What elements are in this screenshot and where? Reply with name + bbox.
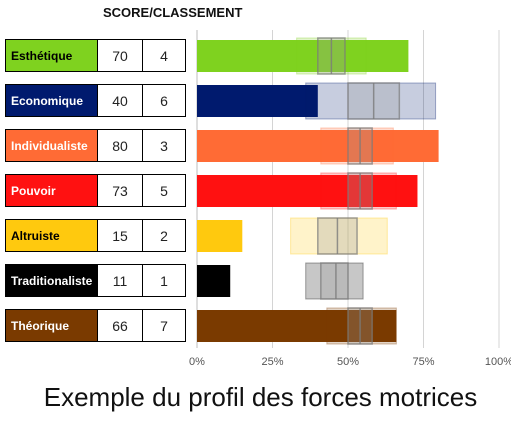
bar (197, 175, 418, 207)
row-rank: 1 (160, 272, 168, 289)
row-label: Individualiste (6, 130, 98, 161)
row-rank: 6 (160, 92, 168, 109)
table-row: Traditionaliste 11 1 (5, 264, 186, 297)
row-label: Théorique (6, 310, 98, 341)
row-score: 40 (98, 85, 143, 116)
table-row: Pouvoir 73 5 (5, 174, 186, 207)
row-label: Pouvoir (6, 175, 98, 206)
x-tick-label: 75% (412, 356, 434, 368)
figure-caption: Exemple du profil des forces motrices (43, 382, 478, 412)
bar (197, 130, 439, 162)
table-row: Esthétique 70 4 (5, 39, 186, 72)
row-score: 66 (98, 310, 143, 341)
row-rank: 7 (160, 317, 168, 334)
row-score: 80 (98, 130, 143, 161)
bar (197, 265, 231, 297)
row-rank: 2 (160, 227, 168, 244)
row-score: 11 (98, 265, 143, 296)
x-tick-label: 25% (261, 356, 283, 368)
x-tick-label: 0% (189, 356, 205, 368)
row-score: 15 (98, 220, 143, 251)
score-classement-header: SCORE/CLASSEMENT (103, 5, 243, 20)
range-band (320, 127, 394, 165)
range-band (290, 217, 388, 255)
bar (197, 310, 397, 342)
row-rank: 4 (160, 47, 168, 64)
table-row: Altruiste 15 2 (5, 219, 186, 252)
table-row: Individualiste 80 3 (5, 129, 186, 162)
row-label: Esthétique (6, 40, 98, 71)
row-label: Traditionaliste (6, 265, 98, 296)
row-score: 70 (98, 40, 143, 71)
row-label: Economique (6, 85, 98, 116)
row-score: 73 (98, 175, 143, 206)
bar (197, 85, 318, 117)
iqr-box (320, 262, 349, 300)
bar (197, 40, 409, 72)
range-band (320, 172, 397, 210)
row-rank: 5 (160, 182, 168, 199)
row-label: Altruiste (6, 220, 98, 251)
bar (197, 220, 243, 252)
x-tick-label: 100% (485, 356, 511, 368)
row-rank: 3 (160, 137, 168, 154)
table-row: Théorique 66 7 (5, 309, 186, 342)
range-band (305, 262, 364, 300)
driving-forces-chart: 0% 25% 50% 75% 100% (189, 30, 511, 368)
range-band (326, 307, 397, 345)
table-row: Economique 40 6 (5, 84, 186, 117)
x-tick-label: 50% (337, 356, 359, 368)
